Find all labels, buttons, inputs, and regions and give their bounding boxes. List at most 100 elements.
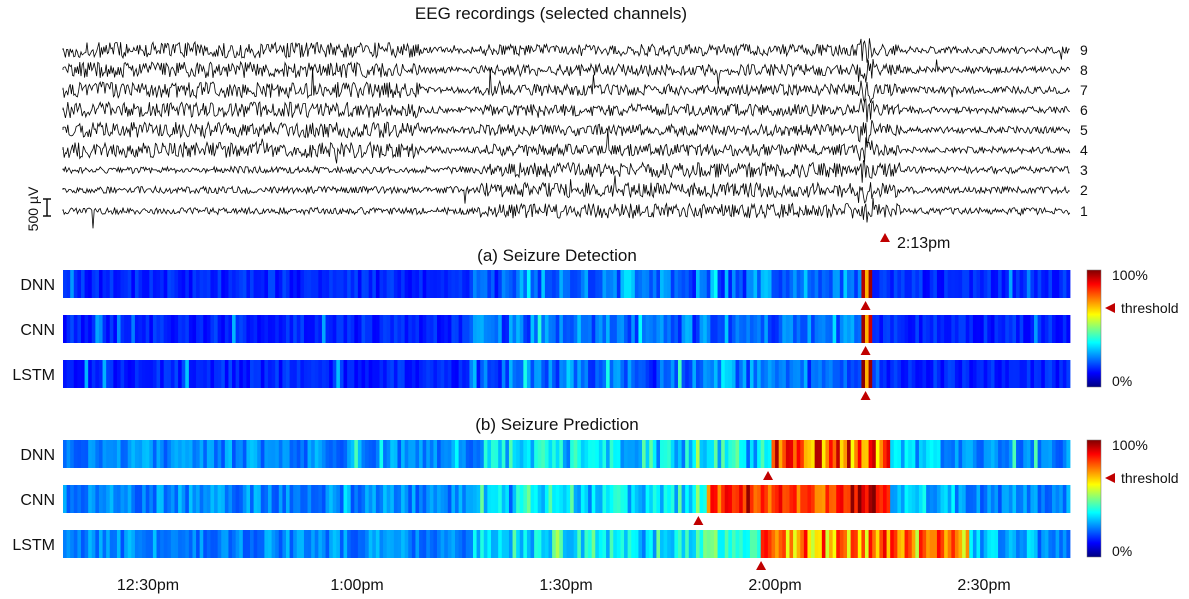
heatmap-cell <box>142 270 147 298</box>
heatmap-cell <box>537 530 542 558</box>
heatmap-cell <box>627 270 632 298</box>
heatmap-cell <box>167 440 172 468</box>
heatmap-cell <box>264 440 269 468</box>
heatmap-cell <box>735 530 740 558</box>
heatmap-cell <box>951 360 956 388</box>
heatmap-cell <box>638 360 643 388</box>
heatmap-cell <box>278 440 283 468</box>
heatmap-cell <box>192 315 197 343</box>
heatmap-cell <box>217 360 222 388</box>
heatmap-cell <box>433 360 438 388</box>
heatmap-cell <box>1037 270 1042 298</box>
heatmap-cell <box>775 270 780 298</box>
heatmap-cell <box>1052 485 1057 513</box>
heatmap-cell <box>886 530 891 558</box>
heatmap-cell <box>307 270 312 298</box>
heatmap-cell <box>472 485 477 513</box>
heatmap-cell <box>339 440 344 468</box>
heatmap-cell <box>278 360 283 388</box>
heatmap-cell <box>681 315 686 343</box>
heatmap-cell <box>289 360 294 388</box>
heatmap-cell <box>210 270 215 298</box>
heatmap-cell <box>1052 530 1057 558</box>
heatmap-cell <box>1001 315 1006 343</box>
heatmap-cell <box>717 440 722 468</box>
heatmap-cell <box>728 530 733 558</box>
heatmap-cell <box>541 440 546 468</box>
heatmap-cell <box>552 270 557 298</box>
detection-band-dnn <box>63 270 1071 298</box>
heatmap-cell <box>944 270 949 298</box>
heatmap-cell <box>1016 485 1021 513</box>
heatmap-cell <box>552 530 557 558</box>
heatmap-cell <box>785 360 790 388</box>
heatmap-cell <box>235 530 240 558</box>
heatmap-cell <box>113 315 118 343</box>
heatmap-cell <box>411 315 416 343</box>
heatmap-cell <box>767 485 772 513</box>
heatmap-cell <box>472 315 477 343</box>
heatmap-cell <box>944 315 949 343</box>
heatmap-cell <box>221 270 226 298</box>
heatmap-cell <box>1030 485 1035 513</box>
heatmap-cell <box>667 315 672 343</box>
heatmap-cell <box>289 440 294 468</box>
heatmap-cell <box>703 485 708 513</box>
heatmap-cell <box>1023 360 1028 388</box>
heatmap-cell <box>685 360 690 388</box>
heatmap-cell <box>577 360 582 388</box>
heatmap-cell <box>196 440 201 468</box>
heatmap-cell <box>178 315 183 343</box>
heatmap-cell <box>386 440 391 468</box>
heatmap-cell <box>167 315 172 343</box>
heatmap-cell <box>944 485 949 513</box>
heatmap-cell <box>397 530 402 558</box>
heatmap-cell <box>361 270 366 298</box>
heatmap-cell <box>577 270 582 298</box>
heatmap-cell <box>591 485 596 513</box>
heatmap-cell <box>1037 530 1042 558</box>
heatmap-cell <box>401 315 406 343</box>
heatmap-cell <box>915 360 920 388</box>
heatmap-cell <box>160 360 165 388</box>
heatmap-cell <box>900 530 905 558</box>
heatmap-cell <box>879 315 884 343</box>
heatmap-cell <box>710 270 715 298</box>
heatmap-cell <box>203 360 208 388</box>
heatmap-cell <box>246 485 251 513</box>
heatmap-cell <box>757 440 762 468</box>
heatmap-cell <box>120 360 125 388</box>
heatmap-cell <box>897 485 902 513</box>
heatmap-cell <box>1019 530 1024 558</box>
heatmap-cell <box>753 485 758 513</box>
heatmap-cell <box>487 440 492 468</box>
heatmap-cell <box>660 485 665 513</box>
heatmap-cell <box>422 440 427 468</box>
heatmap-cell <box>775 485 780 513</box>
heatmap-cell <box>573 530 578 558</box>
heatmap-cell <box>307 530 312 558</box>
heatmap-cell <box>591 360 596 388</box>
heatmap-cell <box>663 485 668 513</box>
heatmap-cell <box>224 530 229 558</box>
heatmap-cell <box>627 440 632 468</box>
heatmap-cell <box>519 485 524 513</box>
heatmap-cell <box>289 315 294 343</box>
heatmap-cell <box>347 440 352 468</box>
heatmap-cell <box>372 485 377 513</box>
heatmap-cell <box>580 315 585 343</box>
heatmap-cell <box>847 270 852 298</box>
heatmap-cell <box>706 270 711 298</box>
heatmap-cell <box>796 315 801 343</box>
heatmap-cell <box>839 440 844 468</box>
heatmap-cell <box>1019 360 1024 388</box>
heatmap-cell <box>390 485 395 513</box>
heatmap-cell <box>580 440 585 468</box>
heatmap-cell <box>624 270 629 298</box>
heatmap-cell <box>965 485 970 513</box>
heatmap-cell <box>314 360 319 388</box>
heatmap-cell <box>339 315 344 343</box>
heatmap-cell <box>739 315 744 343</box>
heatmap-cell <box>724 315 729 343</box>
heatmap-cell <box>196 360 201 388</box>
